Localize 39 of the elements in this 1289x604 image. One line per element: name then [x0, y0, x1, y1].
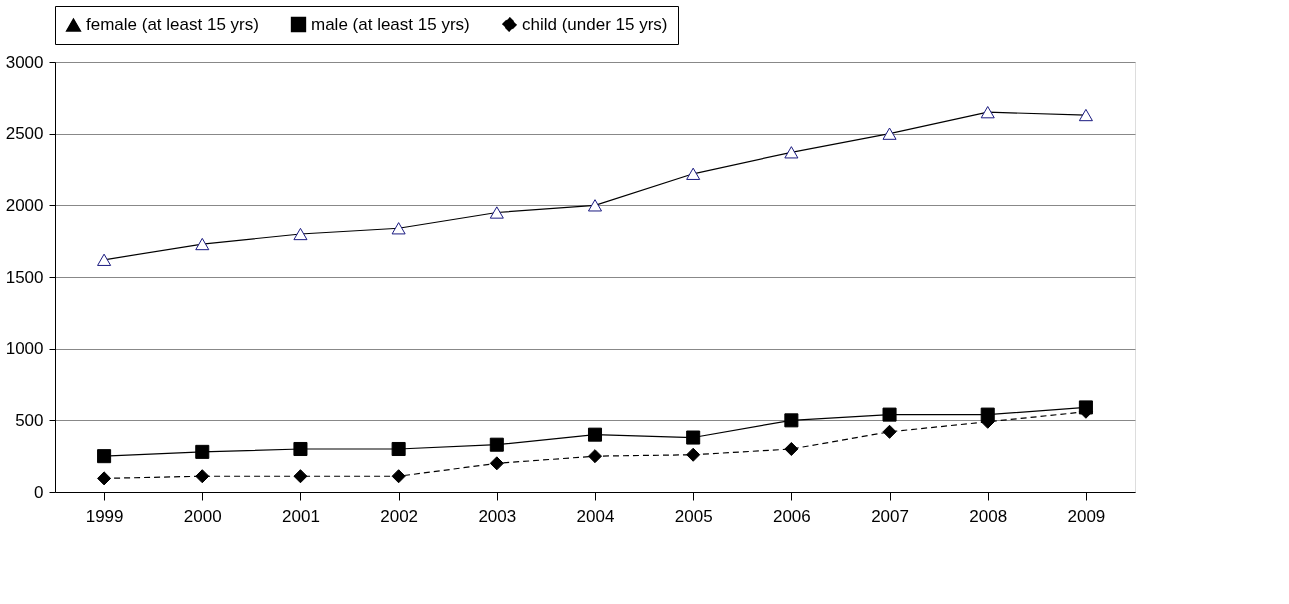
x-tick-label: 2000 [183, 506, 222, 526]
point [391, 441, 406, 457]
y-tick-label: 3000 [5, 52, 44, 72]
y-tick-label: 2000 [5, 195, 44, 215]
y-tick-label: 1000 [5, 339, 44, 359]
x-tick-label: 2009 [1067, 506, 1106, 526]
point [97, 471, 112, 486]
point [587, 427, 603, 442]
x-tick-label: 2002 [380, 506, 419, 526]
point [391, 469, 406, 484]
point [489, 437, 504, 452]
point [882, 407, 897, 422]
point [784, 413, 799, 428]
x-tick-label: 2003 [478, 506, 517, 526]
point [195, 469, 210, 484]
legend-label: child (under 15 yrs) [522, 14, 668, 34]
point [489, 456, 504, 471]
x-tick-label: 2004 [576, 506, 615, 526]
point [97, 449, 112, 464]
point [686, 447, 701, 462]
legend-label: female (at least 15 yrs) [86, 14, 259, 34]
point [784, 441, 799, 457]
y-tick-label: 2500 [5, 124, 44, 144]
y-tick-label: 1500 [5, 267, 44, 287]
x-tick-label: 2007 [871, 506, 909, 526]
point [293, 469, 308, 484]
x-tick-label: 2001 [282, 506, 320, 526]
point [587, 449, 603, 464]
point [686, 430, 701, 445]
x-tick-label: 2006 [772, 506, 811, 526]
point [293, 441, 308, 457]
point [882, 424, 897, 439]
y-tick-label: 0 [34, 482, 44, 502]
x-tick-label: 1999 [85, 506, 124, 526]
legend-label: male (at least 15 yrs) [311, 14, 470, 34]
y-tick-label: 500 [15, 410, 44, 430]
x-tick-label: 2008 [969, 506, 1008, 526]
point [195, 444, 210, 459]
x-tick-label: 2005 [674, 506, 713, 526]
